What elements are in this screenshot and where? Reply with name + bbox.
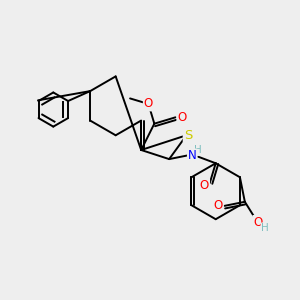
Text: O: O xyxy=(177,111,187,124)
Text: N: N xyxy=(188,149,197,163)
Text: O: O xyxy=(253,216,262,229)
Text: O: O xyxy=(214,199,223,212)
Text: S: S xyxy=(184,129,192,142)
Text: H: H xyxy=(261,223,269,233)
Text: O: O xyxy=(144,98,153,110)
Text: O: O xyxy=(200,179,209,193)
Text: H: H xyxy=(194,145,202,155)
